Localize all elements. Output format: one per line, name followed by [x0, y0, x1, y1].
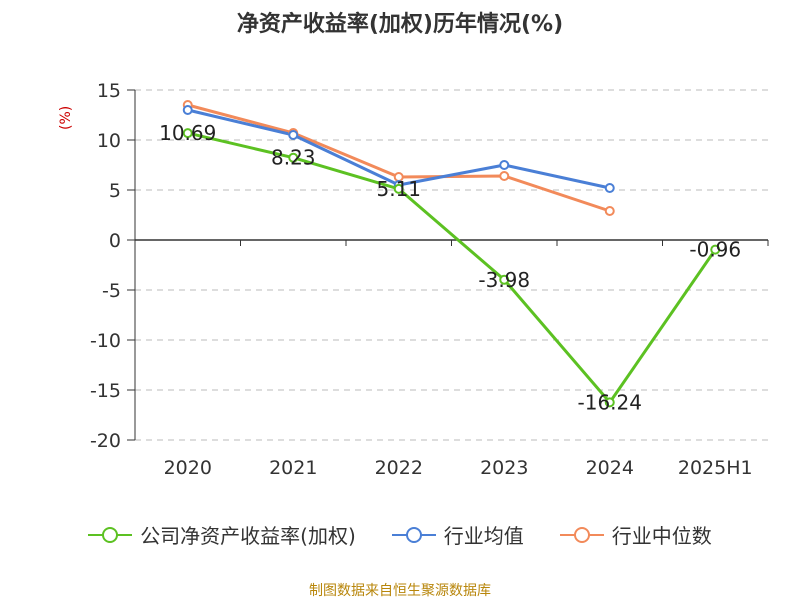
series-line-0: [187, 131, 717, 404]
x-tick-label: 2022: [375, 457, 423, 479]
x-tick-label: 2020: [164, 457, 212, 479]
data-point: [288, 130, 299, 140]
data-label: 5.11: [376, 177, 421, 201]
data-label: -0.96: [689, 238, 741, 262]
legend-marker-industry-median: [559, 526, 604, 543]
y-tick-label: 5: [109, 180, 121, 202]
data-label: -16.24: [578, 390, 642, 414]
series-points: [182, 100, 721, 408]
y-tick-label: 10: [97, 130, 121, 152]
data-point: [393, 183, 404, 194]
y-tick-label: -15: [90, 380, 121, 402]
data-labels: 10.69 8.23 5.11 -3.98 -16.24 -0.96: [159, 121, 741, 414]
data-label: -3.98: [478, 268, 530, 292]
data-label: 8.23: [271, 146, 316, 170]
legend: 公司净资产收益率(加权) 行业均值 行业中位数: [0, 520, 800, 549]
data-point: [710, 244, 721, 255]
legend-label-industry-mean: 行业均值: [443, 524, 524, 548]
legend-label-industry-median: 行业中位数: [611, 524, 712, 548]
data-point: [288, 152, 299, 163]
data-point: [499, 171, 510, 181]
data-point: [499, 160, 510, 170]
legend-marker-company: [88, 526, 133, 543]
x-tick-label: 2021: [269, 457, 317, 479]
y-tick-label: -5: [102, 280, 121, 302]
legend-item-company[interactable]: 公司净资产收益率(加权): [88, 520, 356, 549]
x-tick-label: 2024: [586, 457, 634, 479]
y-tick-labels: 15 10 5 0 -5 -10 -15 -20: [90, 80, 121, 452]
legend-marker-industry-mean: [391, 526, 436, 543]
y-tick-label: -20: [90, 430, 121, 452]
legend-item-industry-mean[interactable]: 行业均值: [391, 520, 524, 549]
x-tick-label: 2025H1: [678, 457, 753, 479]
data-label: 10.69: [159, 121, 216, 145]
x-axis: [134, 239, 769, 246]
data-point: [182, 128, 193, 139]
series-lines: [187, 103, 717, 404]
gridlines: [127, 89, 768, 441]
y-tick-label: 15: [97, 80, 121, 102]
legend-item-industry-median[interactable]: 行业中位数: [559, 520, 712, 549]
x-tick-labels: 2020 2021 2022 2023 2024 2025H1: [164, 457, 753, 479]
chart-title: 净资产收益率(加权)历年情况(%): [236, 12, 564, 37]
data-point: [499, 274, 510, 285]
data-point: [604, 397, 615, 408]
data-point: [182, 105, 193, 115]
data-source: 制图数据来自恒生聚源数据库: [309, 583, 491, 599]
y-tick-label: -10: [90, 330, 121, 352]
y-tick-label: 0: [109, 230, 121, 252]
legend-label-company: 公司净资产收益率(加权): [140, 524, 356, 548]
x-tick-label: 2023: [480, 457, 528, 479]
data-point: [604, 206, 615, 216]
data-point: [604, 183, 615, 193]
